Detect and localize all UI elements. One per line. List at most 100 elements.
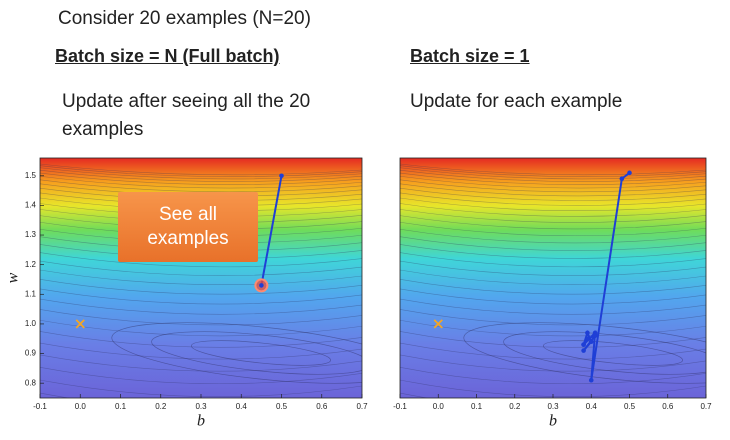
x-tick-label: -0.1 (393, 402, 407, 411)
point (581, 348, 586, 353)
contour-line (400, 215, 706, 230)
contour-line (40, 366, 362, 385)
contour-line (40, 252, 362, 268)
right-title: Batch size = 1 (410, 46, 530, 66)
target-marker (75, 319, 85, 329)
point (627, 170, 632, 176)
contour-line (40, 172, 362, 185)
contour-line (40, 331, 362, 348)
contour-line (400, 288, 706, 305)
x-axis-label: b (197, 413, 205, 430)
contour-line (400, 252, 706, 268)
y-tick-label: 0.9 (25, 349, 37, 358)
contour-line (400, 203, 706, 217)
y-tick-label: 1.0 (25, 319, 37, 328)
contour-line (400, 309, 706, 326)
contour-line (40, 165, 362, 177)
point (588, 339, 594, 345)
contour-line (400, 319, 706, 337)
point (259, 283, 264, 288)
contour-line (400, 236, 706, 251)
contour-line (400, 244, 706, 259)
contour-line (400, 228, 706, 244)
contour-line (543, 340, 683, 366)
contour-line (40, 167, 362, 180)
contour-line (40, 342, 362, 360)
x-tick-label: 0.1 (471, 402, 483, 411)
x-tick-label: 0.3 (195, 402, 207, 411)
x-tick-label: 0.0 (75, 402, 87, 411)
contour-line (40, 260, 362, 276)
contour-line (40, 179, 362, 193)
contour-line (400, 165, 706, 177)
contour-line (400, 298, 706, 315)
right-text: Update for each example (410, 91, 623, 112)
x-axis-label: b (549, 413, 557, 430)
contour-line (40, 309, 362, 326)
contour-line (400, 167, 706, 180)
point (279, 173, 284, 179)
x-tick-label: -0.1 (33, 402, 47, 411)
x-tick-label: 0.6 (662, 402, 674, 411)
x-tick-label: 0.5 (624, 402, 636, 411)
left-title: Batch size = N (Full batch) (55, 46, 280, 66)
contours (400, 163, 706, 398)
annotation: See all examples (118, 192, 258, 262)
contour-line (40, 169, 362, 182)
y-axis-label: w (5, 272, 22, 283)
x-tick-label: 0.2 (509, 402, 521, 411)
contour-line (400, 172, 706, 185)
contour-line (400, 209, 706, 223)
y-tick-label: 1.3 (25, 230, 37, 239)
x-tick-label: 0.5 (276, 402, 288, 411)
y-tick-label: 0.8 (25, 378, 37, 387)
y-tick-label: 1.2 (25, 260, 37, 269)
chart: -0.1 0.0 0.1 0.2 0.3 0.4 0.5 0.6 0.7 b (393, 157, 712, 430)
y-tick-label: 1.1 (25, 289, 37, 298)
contour-line (400, 187, 706, 201)
contour-line (151, 331, 362, 375)
x-tick-label: 0.0 (433, 402, 445, 411)
contour-line (40, 175, 362, 189)
y-tick-label: 1.5 (25, 171, 37, 180)
point (585, 330, 590, 336)
contour-line (503, 331, 706, 375)
contour-line (400, 183, 706, 197)
point (619, 176, 625, 182)
contour-line (40, 354, 362, 372)
contour-line (40, 298, 362, 315)
contour-line (400, 366, 706, 385)
contour-line (400, 331, 706, 348)
x-tick-label: 0.3 (547, 402, 559, 411)
contour-line (400, 278, 706, 295)
contour-line (40, 278, 362, 295)
x-tick-label: 0.6 (316, 402, 328, 411)
contour-line (111, 322, 362, 384)
heading: Consider 20 examples (N=20) (58, 8, 311, 29)
contour-line (400, 179, 706, 193)
point (585, 336, 590, 342)
contour-line (400, 197, 706, 212)
contour-line (40, 269, 362, 285)
contour-line (40, 163, 362, 176)
point (581, 342, 586, 347)
y-tick-label: 1.4 (25, 201, 37, 210)
plot-background (400, 158, 706, 398)
contour-line (400, 163, 706, 176)
contour-line (400, 269, 706, 285)
point (588, 377, 594, 383)
contour-line (40, 288, 362, 305)
x-tick-label: 0.7 (356, 402, 368, 411)
contour-line (400, 354, 706, 372)
contour-line (400, 260, 706, 276)
contour-line (400, 192, 706, 206)
x-tick-label: 0.7 (700, 402, 712, 411)
target-marker (433, 319, 443, 329)
contour-line (400, 342, 706, 360)
x-tick-label: 0.1 (115, 402, 127, 411)
x-tick-label: 0.4 (586, 402, 598, 411)
left-text: Update after seeing all the 20 examples (62, 91, 311, 140)
contour-line (400, 169, 706, 182)
point (592, 333, 598, 339)
